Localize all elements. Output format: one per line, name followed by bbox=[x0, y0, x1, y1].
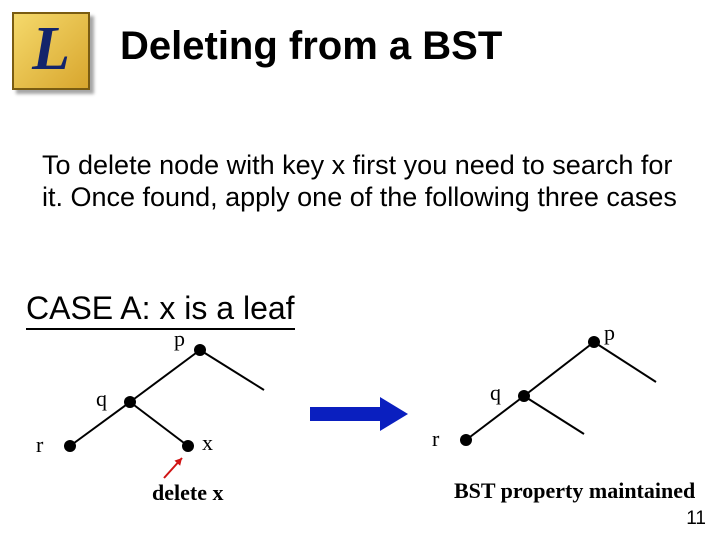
slide: L Deleting from a BST To delete node wit… bbox=[0, 0, 720, 540]
right-p-label: p bbox=[604, 320, 615, 346]
page-number: 11 bbox=[686, 508, 706, 530]
right-tree bbox=[0, 0, 720, 540]
right-r-label: r bbox=[432, 426, 439, 452]
right-q-label: q bbox=[490, 380, 501, 406]
right-caption: BST property maintained bbox=[454, 478, 695, 504]
